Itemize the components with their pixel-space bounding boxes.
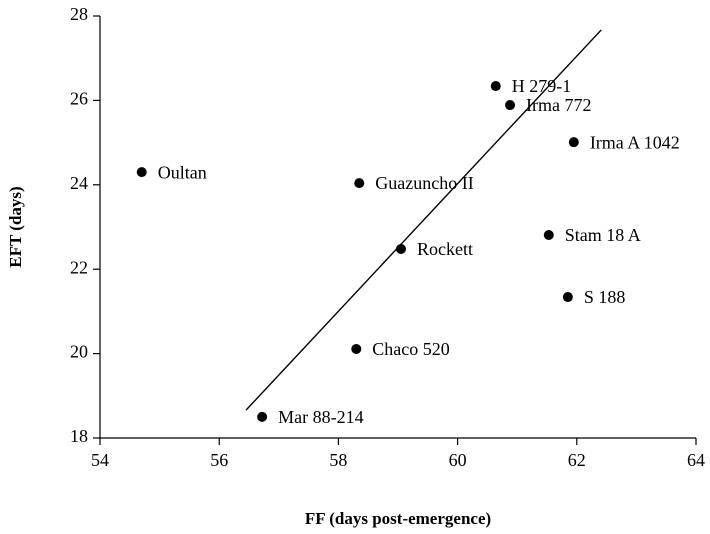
point-label: Irma A 1042: [590, 132, 680, 152]
point-label: Mar 88-214: [278, 407, 363, 427]
x-tick-label: 62: [568, 450, 586, 470]
point-label: Oultan: [158, 162, 207, 182]
x-tick-label: 64: [687, 450, 705, 470]
x-axis-title: FF (days post-emergence): [305, 509, 491, 528]
y-tick-label: 24: [70, 173, 88, 193]
point: [543, 230, 554, 241]
y-tick-label: 18: [70, 426, 88, 446]
point-label: Irma 772: [526, 95, 591, 115]
x-tick-label: 54: [91, 450, 109, 470]
point-label: H 279-1: [512, 76, 572, 96]
point-label: Chaco 520: [372, 339, 449, 359]
point-label: Stam 18 A: [565, 225, 641, 245]
point: [568, 137, 579, 148]
point: [257, 411, 268, 422]
point-label: S 188: [584, 287, 626, 307]
point-label: Guazuncho II: [375, 173, 473, 193]
trend-line: [245, 29, 602, 411]
x-tick-label: 56: [210, 450, 228, 470]
y-tick-label: 20: [70, 342, 88, 362]
point: [136, 167, 147, 178]
point-label: Rockett: [417, 239, 473, 259]
point: [505, 100, 516, 111]
point: [490, 81, 501, 92]
point: [354, 178, 365, 189]
point: [562, 292, 573, 303]
x-tick-label: 60: [449, 450, 467, 470]
point: [351, 343, 362, 354]
y-tick-label: 22: [70, 257, 88, 277]
point: [395, 243, 406, 254]
y-tick-label: 28: [70, 4, 88, 24]
y-axis-title: EFT (days): [6, 186, 25, 267]
y-tick-label: 26: [70, 89, 88, 109]
x-tick-label: 58: [329, 450, 347, 470]
